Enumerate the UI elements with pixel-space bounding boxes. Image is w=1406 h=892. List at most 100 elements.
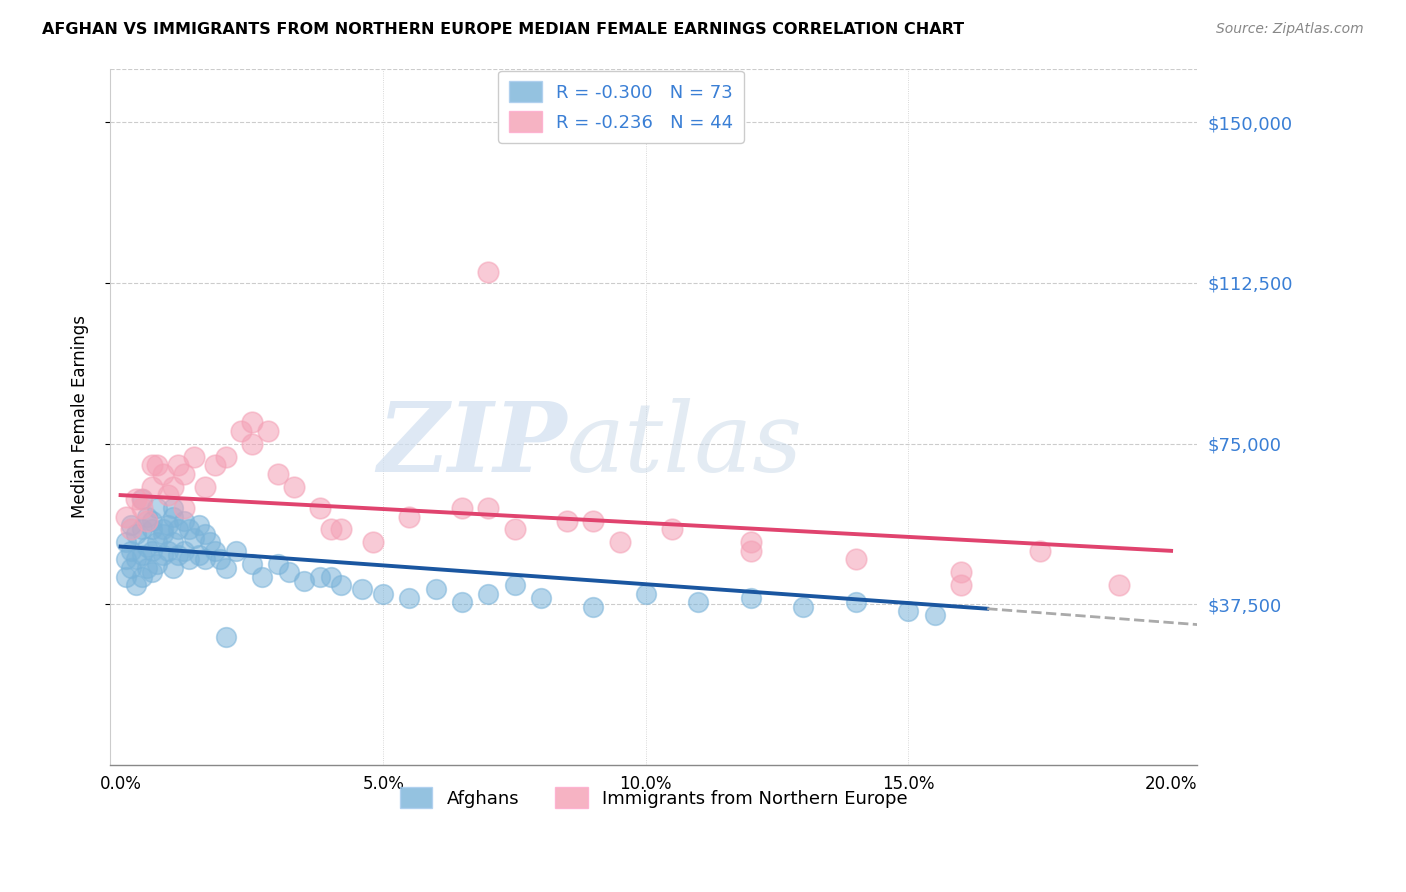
Point (256, 424, 278, 438)
Point (125, 552, 148, 566)
Point (194, 552, 217, 566)
Point (152, 548, 174, 562)
Point (131, 569, 153, 583)
Point (361, 535, 384, 549)
Point (167, 548, 190, 562)
Point (477, 587, 499, 601)
Point (167, 523, 190, 537)
Point (451, 500, 474, 515)
Point (740, 591, 762, 605)
Point (135, 561, 157, 575)
Point (198, 535, 221, 549)
Point (173, 544, 195, 558)
Point (252, 569, 274, 583)
Point (503, 578, 526, 592)
Point (845, 552, 868, 566)
Point (141, 566, 163, 580)
Point (162, 509, 184, 524)
Point (319, 523, 342, 537)
Point (194, 479, 217, 493)
Point (173, 467, 195, 481)
Point (277, 566, 299, 580)
Point (141, 523, 163, 537)
Point (131, 523, 153, 537)
Point (177, 523, 200, 537)
Point (555, 514, 578, 528)
Point (152, 523, 174, 537)
Point (949, 578, 972, 592)
Point (503, 523, 526, 537)
Point (477, 500, 499, 515)
Point (135, 514, 157, 528)
Point (173, 514, 195, 528)
Point (231, 424, 253, 438)
Point (330, 578, 353, 592)
Point (146, 458, 169, 472)
Text: Source: ZipAtlas.com: Source: ZipAtlas.com (1216, 22, 1364, 37)
Point (183, 531, 205, 545)
Point (373, 587, 395, 601)
Point (114, 535, 136, 549)
Point (188, 548, 211, 562)
Point (214, 450, 236, 464)
Point (740, 544, 762, 558)
Point (146, 500, 169, 515)
Point (225, 544, 247, 558)
Point (173, 500, 195, 515)
Point (194, 526, 217, 541)
Point (120, 523, 142, 537)
Point (398, 509, 420, 524)
Point (177, 552, 200, 566)
Text: ZIP: ZIP (377, 398, 567, 491)
Point (283, 479, 305, 493)
Point (135, 540, 157, 554)
Point (267, 557, 290, 571)
Point (204, 458, 226, 472)
Point (131, 492, 153, 507)
Point (156, 488, 179, 502)
Point (530, 591, 553, 605)
Point (146, 557, 169, 571)
Point (162, 535, 184, 549)
Point (114, 552, 136, 566)
Point (425, 582, 447, 597)
Point (688, 595, 710, 609)
Point (141, 458, 163, 472)
Point (267, 467, 290, 481)
Point (183, 450, 205, 464)
Point (120, 544, 142, 558)
Point (131, 492, 153, 507)
Point (352, 582, 374, 597)
Point (162, 500, 184, 515)
Point (156, 544, 179, 558)
Point (582, 599, 605, 614)
Point (141, 514, 163, 528)
Point (294, 574, 316, 588)
Point (141, 479, 163, 493)
Point (120, 518, 142, 533)
Point (120, 561, 142, 575)
Point (188, 518, 211, 533)
Point (582, 514, 605, 528)
Point (114, 569, 136, 583)
Point (949, 566, 972, 580)
Point (131, 500, 153, 515)
Point (924, 608, 946, 623)
Point (125, 492, 148, 507)
Legend: Afghans, Immigrants from Northern Europe: Afghans, Immigrants from Northern Europe (392, 780, 915, 815)
Y-axis label: Median Female Earnings: Median Female Earnings (72, 316, 89, 518)
Point (152, 467, 174, 481)
Point (214, 561, 236, 575)
Point (740, 535, 762, 549)
Point (156, 518, 179, 533)
Point (398, 591, 420, 605)
Point (319, 569, 342, 583)
Point (152, 526, 174, 541)
Point (309, 500, 332, 515)
Point (125, 578, 148, 592)
Point (162, 479, 184, 493)
Point (309, 569, 332, 583)
Point (609, 535, 631, 549)
Point (146, 535, 169, 549)
Point (131, 548, 153, 562)
